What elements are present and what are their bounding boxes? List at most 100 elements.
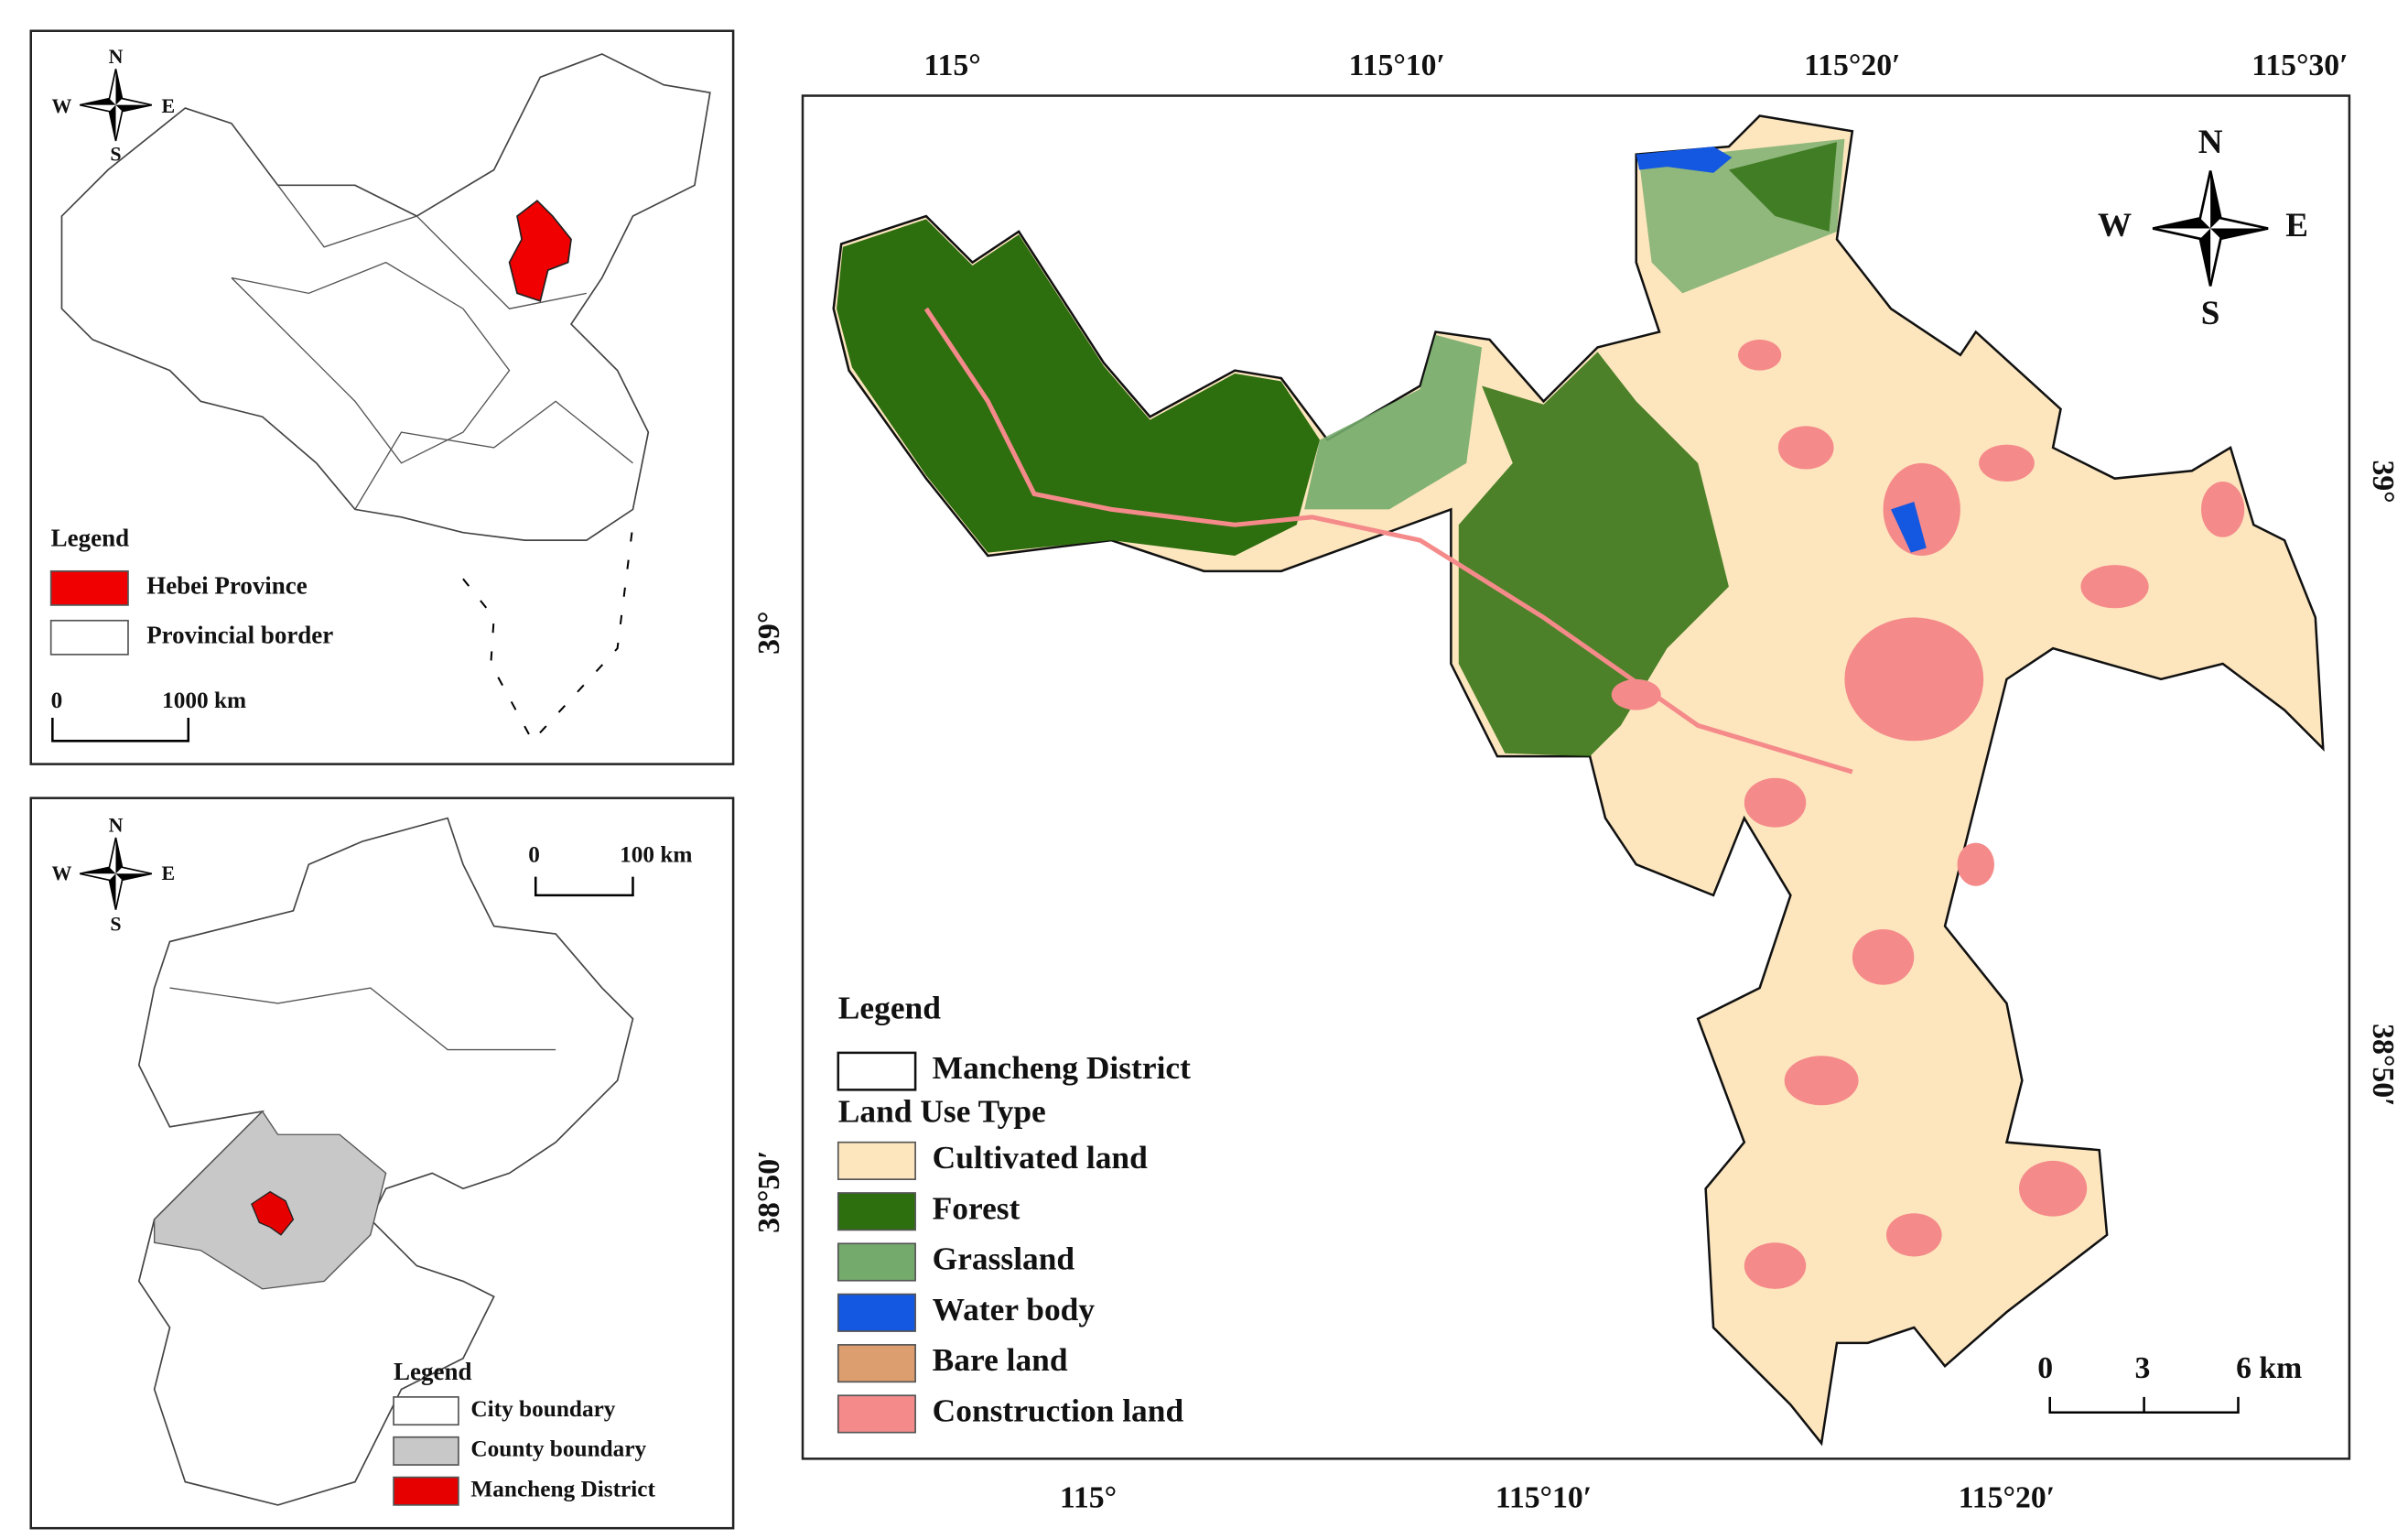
lat-label-left: 39° xyxy=(752,612,786,655)
construction-patch xyxy=(1777,426,1834,470)
compass-e: E xyxy=(162,94,176,117)
compass-s: S xyxy=(110,142,121,165)
province-borders xyxy=(277,184,588,309)
legend-swatch xyxy=(393,1396,459,1426)
legend-label: Mancheng District xyxy=(470,1477,655,1502)
legend-title: Legend xyxy=(838,989,941,1025)
legend-title: Legend xyxy=(51,524,129,551)
legend-label: Hebei Province xyxy=(146,572,308,600)
legend-label: Cultivated land xyxy=(933,1139,1148,1176)
legend-swatch xyxy=(837,1242,916,1282)
lon-label-top: 115°20′ xyxy=(1804,49,1900,82)
legend-swatch xyxy=(837,1394,916,1434)
legend-swatch xyxy=(49,619,129,656)
province-borders xyxy=(354,400,633,510)
scale-start: 0 xyxy=(51,688,63,713)
grassland-area xyxy=(1304,334,1483,510)
legend-title: Legend xyxy=(394,1358,471,1385)
legend-label: City boundary xyxy=(470,1396,615,1422)
construction-patches xyxy=(1611,339,2245,1289)
compass-n: N xyxy=(109,45,124,68)
scale-start: 0 xyxy=(528,842,540,868)
legend-swatch xyxy=(837,1293,916,1332)
construction-patch xyxy=(2201,482,2245,537)
south-sea-border xyxy=(462,525,634,743)
legend-label: Construction land xyxy=(933,1393,1184,1429)
hebei-inset: N S W E 0 100 km Legend City boundary Cou… xyxy=(29,797,735,1530)
legend-label: Mancheng District xyxy=(933,1049,1191,1086)
forest-area xyxy=(837,219,1320,556)
construction-patch xyxy=(2080,565,2149,609)
legend-label: Forest xyxy=(933,1189,1020,1226)
compass-w: W xyxy=(52,862,72,884)
construction-patch xyxy=(1744,1242,1807,1289)
province-borders xyxy=(231,261,511,464)
lon-label-bottom: 115°20′ xyxy=(1959,1481,2055,1515)
compass-n: N xyxy=(2198,124,2223,161)
legend-label: Bare land xyxy=(933,1341,1068,1378)
legend: Hebei Province Provincial border xyxy=(49,569,333,656)
compass-s: S xyxy=(110,913,121,936)
construction-patch xyxy=(1784,1056,1859,1106)
legend-label: Grassland xyxy=(933,1241,1075,1277)
mancheng-highlight xyxy=(251,1190,295,1236)
construction-patch xyxy=(1957,842,1995,886)
legend-swatch xyxy=(393,1436,459,1466)
scale-tick: 0 xyxy=(2037,1351,2053,1385)
construction-patch xyxy=(1611,678,1661,710)
legend-swatch xyxy=(837,1192,916,1231)
forest-area xyxy=(1728,142,1837,232)
scale-tick: 6 km xyxy=(2236,1351,2302,1385)
scale-bar xyxy=(2048,1396,2240,1414)
legend: City boundary County boundary Mancheng Dis… xyxy=(393,1396,656,1506)
hebei-highlight xyxy=(508,200,572,302)
compass-n: N xyxy=(109,814,124,837)
lon-label-bottom: 115° xyxy=(1060,1481,1117,1515)
forest-area xyxy=(1458,352,1729,757)
scale-end: 1000 km xyxy=(162,688,246,713)
legend-label: Provincial border xyxy=(146,622,333,649)
legend-swatch xyxy=(393,1476,459,1506)
compass-e: E xyxy=(2285,207,2308,244)
compass-e: E xyxy=(162,862,176,884)
lon-label-top: 115°30′ xyxy=(2251,49,2348,82)
legend-subtitle: Land Use Type xyxy=(838,1092,1046,1129)
construction-patch xyxy=(1844,617,1984,742)
lat-label-right: 38°50′ xyxy=(2366,1024,2400,1106)
legend-label: Water body xyxy=(933,1291,1096,1328)
compass-w: W xyxy=(2098,207,2132,244)
construction-patch xyxy=(1885,1213,1942,1257)
legend-swatch xyxy=(837,1344,916,1383)
legend-swatch xyxy=(837,1141,916,1180)
construction-patch xyxy=(1979,444,2035,482)
scale-bar xyxy=(51,718,190,742)
water-body xyxy=(1636,146,1733,173)
scale-end: 100 km xyxy=(620,842,692,868)
compass-s: S xyxy=(2201,295,2220,332)
lat-label-right: 39° xyxy=(2366,460,2400,503)
legend-label: County boundary xyxy=(470,1436,646,1462)
construction-patch xyxy=(1744,777,1807,828)
china-inset: N S W E Legend Hebei Province Provincial … xyxy=(29,29,735,765)
city-borders xyxy=(169,987,556,1051)
water-body xyxy=(1891,501,1927,553)
legend-swatch xyxy=(837,1051,917,1091)
lon-label-top: 115°10′ xyxy=(1349,49,1445,82)
lon-label-top: 115° xyxy=(923,49,980,82)
china-outline xyxy=(60,53,711,541)
lon-label-bottom: 115°10′ xyxy=(1496,1481,1592,1515)
main-map: 115° 115°10′ 115°20′ 115°30′ 115° 115°10… xyxy=(752,49,2400,1515)
legend: Cultivated land Forest Grassland Water body… xyxy=(837,1139,1184,1434)
legend-swatch xyxy=(49,569,129,606)
construction-patch xyxy=(2018,1160,2088,1217)
scale-tick: 3 xyxy=(2134,1351,2150,1385)
hebei-outline xyxy=(137,817,634,1506)
construction-patch xyxy=(1852,929,1915,985)
river xyxy=(923,307,1853,775)
scale-bar xyxy=(534,876,634,897)
lat-label-left: 38°50′ xyxy=(752,1150,786,1232)
compass-w: W xyxy=(52,94,72,117)
construction-patch xyxy=(1738,339,1782,371)
